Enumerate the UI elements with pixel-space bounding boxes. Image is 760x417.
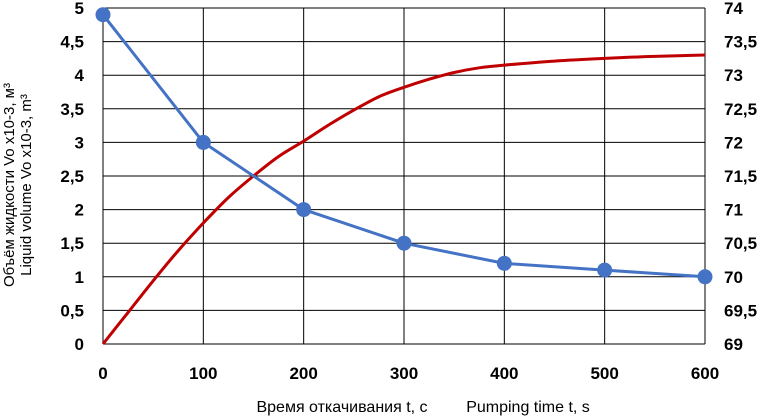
- y-left-tick-label: 1: [75, 268, 84, 287]
- data-point: [496, 255, 512, 271]
- y-right-tick-label: 69,5: [724, 301, 757, 320]
- x-tick-label: 600: [691, 364, 719, 383]
- y-right-tick-label: 71: [724, 201, 743, 220]
- y-left-tick-label: 3: [75, 133, 84, 152]
- y-right-tick-label: 70: [724, 268, 743, 287]
- y-right-tick-label: 71,5: [724, 167, 757, 186]
- data-point: [697, 269, 713, 285]
- y-right-tick-label: 73: [724, 66, 743, 85]
- x-tick-label: 400: [490, 364, 518, 383]
- y-axis-label-en: Liquid volume Vo x10-3, m³: [18, 94, 35, 276]
- y-right-tick-label: 72,5: [724, 100, 757, 119]
- y-left-tick-label: 3,5: [60, 100, 84, 119]
- y-axis-label-ru: Объём жидкости Vo x10-3, м³: [1, 83, 18, 287]
- y-right-tick-label: 70,5: [724, 234, 757, 253]
- x-tick-label: 300: [390, 364, 418, 383]
- data-point: [296, 202, 312, 218]
- tick-labels: 0 100 200 300 400 500 600 0 0,5 1 1,5 2 2,5 3 3,5 4 4,5 5…: [60, 0, 757, 383]
- series-blue: [95, 7, 713, 285]
- y-left-tick-label: 4: [75, 66, 85, 85]
- data-point: [195, 134, 211, 150]
- y-left-tick-label: 4,5: [60, 33, 84, 52]
- x-tick-label: 200: [289, 364, 317, 383]
- series-red: [101, 53, 706, 345]
- y-right-tick-label: 73,5: [724, 33, 757, 52]
- y-left-tick-label: 0: [75, 335, 84, 354]
- x-tick-label: 500: [590, 364, 618, 383]
- grid: [102, 7, 706, 345]
- y-left-tick-label: 5: [75, 0, 84, 18]
- y-right-tick-label: 69: [724, 335, 743, 354]
- x-tick-label: 0: [98, 364, 107, 383]
- x-tick-label: 100: [189, 364, 217, 383]
- y-left-tick-label: 1,5: [60, 234, 84, 253]
- series-line-red: [101, 53, 706, 345]
- data-point: [597, 262, 613, 278]
- y-left-tick-label: 2,5: [60, 167, 84, 186]
- y-left-tick-label: 2: [75, 201, 84, 220]
- x-axis-label-ru: Время откачивания t, с: [256, 399, 427, 416]
- x-axis-label-en: Pumping time t, s: [466, 399, 590, 416]
- data-point: [396, 235, 412, 251]
- y-right-tick-label: 74: [724, 0, 743, 18]
- y-right-tick-label: 72: [724, 133, 743, 152]
- y-left-tick-label: 0,5: [60, 301, 84, 320]
- data-point: [95, 7, 111, 23]
